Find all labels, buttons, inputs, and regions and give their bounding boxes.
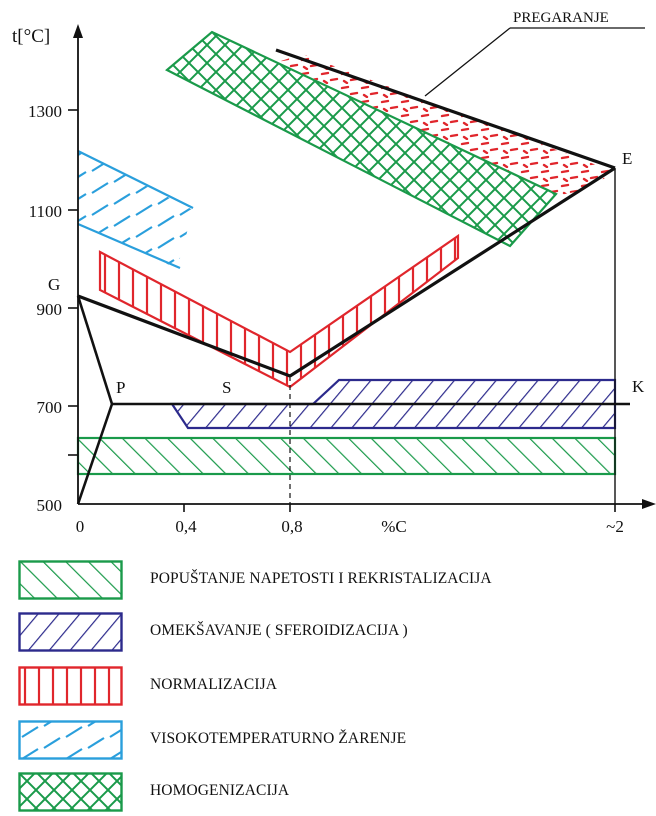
axes <box>68 24 656 512</box>
legend-item-stress-relief: POPUŠTANJE NAPETOSTI I REKRISTALIZACIJA <box>18 560 648 604</box>
point-e: E <box>622 149 632 168</box>
legend-item-spheroidization: OMEKŠAVANJE ( SFEROIDIZACIJA ) <box>18 612 648 656</box>
x-tick-0-4: 0,4 <box>175 517 197 536</box>
legend-label: POPUŠTANJE NAPETOSTI I REKRISTALIZACIJA <box>150 570 492 587</box>
high-temp-annealing-edge-lower <box>77 222 181 270</box>
phase-lines <box>76 27 645 505</box>
legend-swatch-forward-hatch <box>18 560 123 600</box>
point-g: G <box>48 275 60 294</box>
x-tick-0-8: 0,8 <box>281 517 302 536</box>
y-axis-label: t[°C] <box>12 26 50 47</box>
y-tick-1300: 1300 <box>28 102 62 121</box>
y-tick-700: 700 <box>37 398 63 417</box>
legend-swatch-backward-hatch <box>18 612 123 652</box>
point-k: K <box>632 377 645 396</box>
legend-item-homogenization: HOMOGENIZACIJA <box>18 772 648 816</box>
legend-item-high-temp-annealing: VISOKOTEMPERATURNO ŽARENJE <box>18 720 648 764</box>
legend-label: VISOKOTEMPERATURNO ŽARENJE <box>150 730 407 747</box>
y-tick-1100: 1100 <box>29 202 62 221</box>
x-tick-0: 0 <box>76 517 85 536</box>
overheating-callout: PREGARANJE <box>513 10 609 26</box>
y-tick-500: 500 <box>37 496 63 515</box>
x-tick-2: ~2 <box>606 517 624 536</box>
legend-item-normalization: NORMALIZACIJA <box>18 666 648 710</box>
high-temp-annealing-edge <box>77 150 194 209</box>
legend-label: OMEKŠAVANJE ( SFEROIDIZACIJA ) <box>150 622 408 639</box>
legend-swatch-vertical-hatch <box>18 666 123 706</box>
legend-swatch-dashed-hatch <box>18 720 123 760</box>
y-tick-900: 900 <box>37 300 63 319</box>
homogenization-region <box>165 30 558 248</box>
normalization-region <box>98 233 460 389</box>
overheating-region <box>278 54 615 195</box>
x-axis-label: %C <box>381 517 407 536</box>
point-p: P <box>116 378 125 397</box>
legend-label: NORMALIZACIJA <box>150 676 278 693</box>
legend-swatch-cross-hatch <box>18 772 123 812</box>
legend-label: HOMOGENIZACIJA <box>150 782 290 799</box>
high-temp-annealing-region <box>78 151 193 270</box>
point-s: S <box>222 378 231 397</box>
stress-relief-region <box>76 436 617 476</box>
